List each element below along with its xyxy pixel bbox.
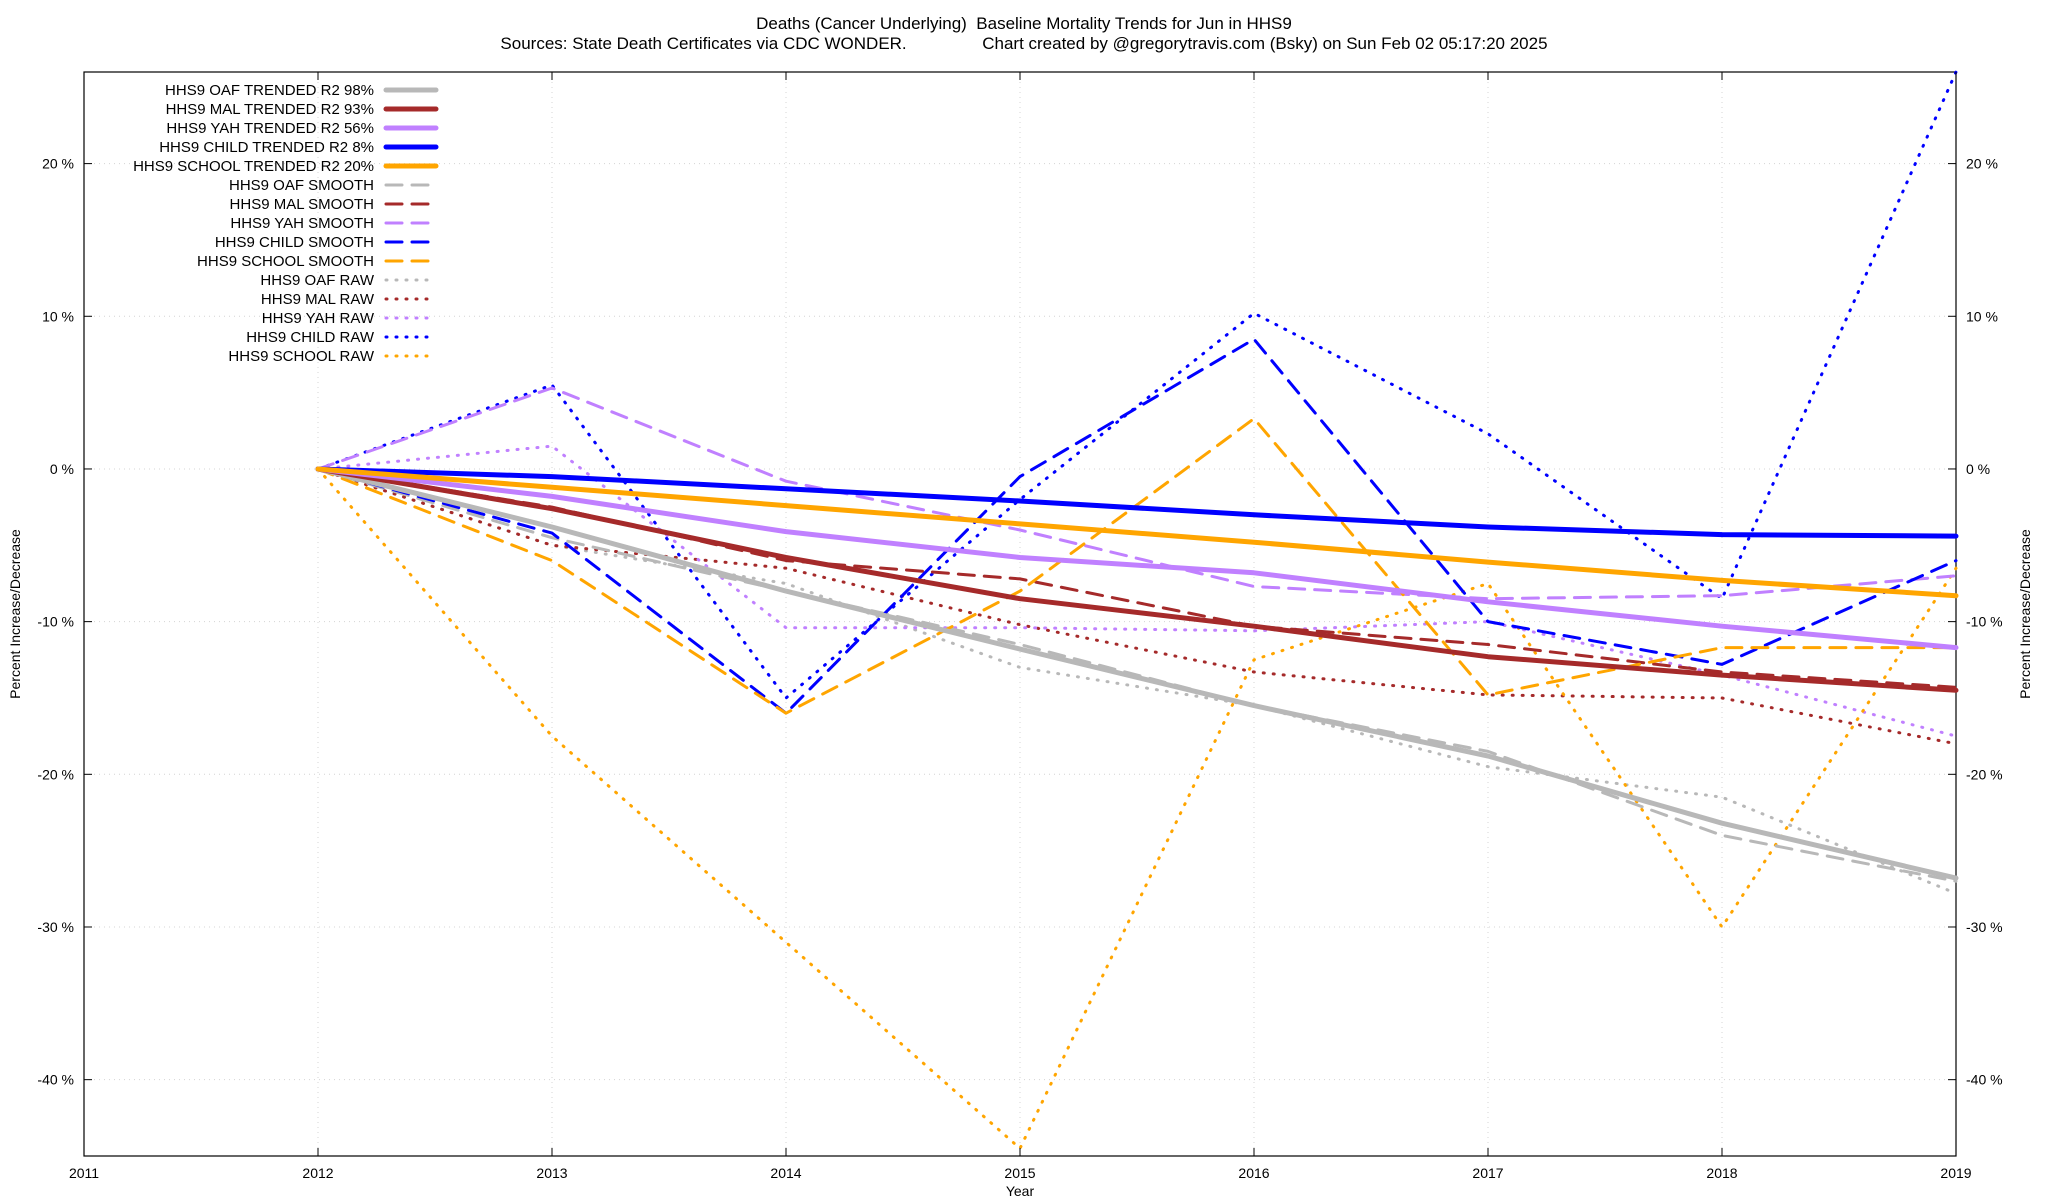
- y-tick-label: -10 %: [37, 614, 74, 630]
- y2-tick-label: -30 %: [1966, 919, 2003, 935]
- y2-axis-label: Percent Increase/Decrease: [2017, 529, 2033, 699]
- y2-tick-label: -10 %: [1966, 614, 2003, 630]
- legend-label: HHS9 MAL TRENDED R2 93%: [166, 101, 374, 118]
- chart-title: Deaths (Cancer Underlying) Baseline Mort…: [756, 14, 1292, 33]
- legend: HHS9 OAF TRENDED R2 98% HHS9 MAL TRENDED …: [133, 82, 439, 365]
- x-tick-label: 2014: [770, 1165, 801, 1181]
- y-tick-label: 0 %: [50, 461, 74, 477]
- x-tick-label: 2019: [1940, 1165, 1971, 1181]
- series-line-13: [316, 70, 1958, 700]
- series-line-1: [315, 466, 1959, 693]
- series-line-9: [316, 417, 1958, 715]
- series-line-14: [316, 467, 1958, 1150]
- y-axis-label: Percent Increase/Decrease: [7, 529, 23, 699]
- legend-label: HHS9 OAF TRENDED R2 98%: [165, 82, 374, 99]
- series-line-12: [316, 444, 1958, 738]
- x-tick-label: 2015: [1004, 1165, 1035, 1181]
- y-axis-right: 20 % 10 % 0 % -10 % -20 % -30 % -40 %: [1948, 156, 2003, 1088]
- series-line-3: [315, 466, 1959, 539]
- y2-tick-label: -20 %: [1966, 766, 2003, 782]
- y2-tick-label: -40 %: [1966, 1072, 2003, 1088]
- series-line-2: [315, 466, 1959, 651]
- legend-label: HHS9 SCHOOL TRENDED R2 20%: [133, 158, 374, 175]
- legend-label: HHS9 SCHOOL RAW: [228, 348, 374, 365]
- series-line-7: [316, 386, 1958, 601]
- legend-label: HHS9 SCHOOL SMOOTH: [197, 253, 374, 270]
- legend-label: HHS9 MAL SMOOTH: [230, 196, 374, 213]
- legend-label: HHS9 CHILD SMOOTH: [215, 234, 374, 251]
- legend-label: HHS9 MAL RAW: [261, 291, 375, 308]
- x-tick-label: 2013: [536, 1165, 567, 1181]
- x-tick-label: 2018: [1706, 1165, 1737, 1181]
- series-line-4: [315, 466, 1959, 599]
- grid-lines: [84, 72, 1956, 1156]
- x-tick-label: 2012: [302, 1165, 333, 1181]
- y-tick-label: 20 %: [42, 156, 74, 172]
- series-layer: [315, 70, 1959, 1150]
- y-tick-label: 10 %: [42, 308, 74, 324]
- legend-label: HHS9 CHILD RAW: [246, 329, 375, 346]
- y2-tick-label: 0 %: [1966, 461, 1990, 477]
- x-tick-label: 2017: [1472, 1165, 1503, 1181]
- x-tick-label: 2011: [69, 1165, 99, 1181]
- legend-label: HHS9 OAF SMOOTH: [229, 177, 374, 194]
- y-tick-label: -40 %: [37, 1072, 74, 1088]
- y-tick-label: -30 %: [37, 919, 74, 935]
- legend-label: HHS9 CHILD TRENDED R2 8%: [159, 139, 374, 156]
- y-tick-label: -20 %: [37, 766, 74, 782]
- legend-label: HHS9 YAH SMOOTH: [230, 215, 374, 232]
- x-axis-label: Year: [1006, 1183, 1035, 1199]
- series-line-0: [315, 466, 1959, 881]
- legend-label: HHS9 YAH RAW: [262, 310, 375, 327]
- y-axis-left: 20 % 10 % 0 % -10 % -20 % -30 % -40 %: [37, 156, 92, 1088]
- series-line-11: [316, 467, 1958, 746]
- x-axis: 2011 2012 2013 2014 2015 2016 2017 2018 2019: [69, 72, 1972, 1181]
- series-line-10: [316, 467, 1958, 895]
- legend-label: HHS9 OAF RAW: [260, 272, 374, 289]
- y2-tick-label: 20 %: [1966, 156, 1998, 172]
- series-line-8: [316, 337, 1958, 715]
- legend-label: HHS9 YAH TRENDED R2 56%: [166, 120, 374, 137]
- y2-tick-label: 10 %: [1966, 308, 1998, 324]
- chart-subtitle: Sources: State Death Certificates via CD…: [500, 34, 1548, 53]
- x-tick-label: 2016: [1238, 1165, 1269, 1181]
